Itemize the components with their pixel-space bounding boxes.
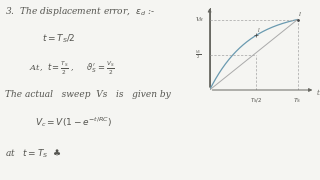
Text: 3.  The displacement error,  $\varepsilon_d$ :-: 3. The displacement error, $\varepsilon_…: [5, 5, 155, 18]
Text: $T_S/2$: $T_S/2$: [250, 96, 262, 105]
Text: l: l: [299, 12, 300, 17]
Text: $T_S$: $T_S$: [293, 96, 302, 105]
Text: l: l: [258, 28, 259, 33]
Text: At,  $t = \frac{T_S}{2}$ ,     $\vartheta_S^{\prime} = \frac{V_S}{2}$: At, $t = \frac{T_S}{2}$ , $\vartheta_S^{…: [29, 59, 115, 77]
Text: The actual   sweep  Vs   is   given by: The actual sweep Vs is given by: [5, 90, 171, 99]
Text: t: t: [316, 89, 319, 97]
Text: at   $t = T_S$  ♣: at $t = T_S$ ♣: [5, 148, 61, 160]
Text: $V_c = V(1 - e^{-t/RC})$: $V_c = V(1 - e^{-t/RC})$: [35, 115, 112, 129]
Text: Vs: Vs: [196, 17, 204, 22]
Text: $\frac{V_S}{2}$: $\frac{V_S}{2}$: [196, 49, 202, 61]
Text: $t = T_S/2$: $t = T_S/2$: [42, 32, 75, 45]
